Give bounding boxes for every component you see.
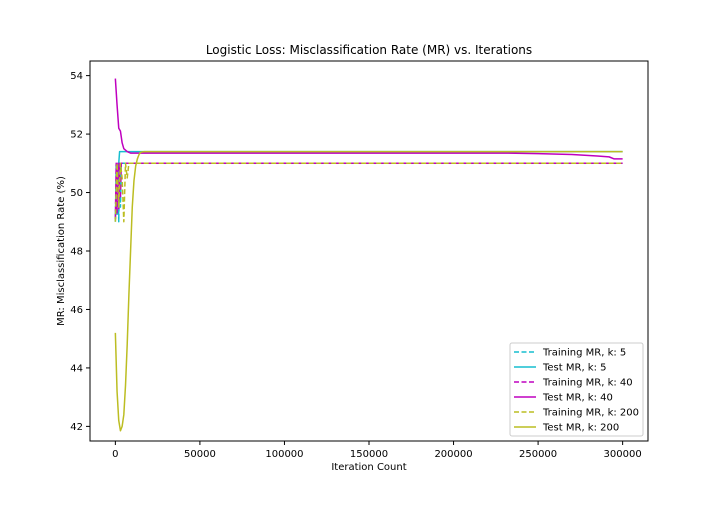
legend-box (509, 342, 644, 437)
y-tick-label: 42 (70, 422, 83, 433)
y-tick-label: 52 (70, 130, 83, 141)
x-tick-label: 300000 (604, 449, 642, 460)
legend-label: Test MR, k: 40 (542, 393, 613, 404)
x-tick-label: 50000 (184, 449, 216, 460)
x-axis-label: Iteration Count (331, 462, 406, 473)
y-tick-label: 46 (70, 305, 83, 316)
y-tick-label: 48 (70, 247, 83, 258)
series-layer (114, 78, 623, 432)
x-tick-label: 200000 (434, 449, 472, 460)
y-tick-label: 44 (70, 363, 83, 374)
legend-label: Test MR, k: 5 (542, 363, 607, 374)
chart-title: Logistic Loss: Misclassification Rate (M… (206, 43, 532, 57)
x-tick-label: 250000 (519, 449, 557, 460)
legend-label: Test MR, k: 200 (542, 423, 619, 434)
y-tick-label: 50 (70, 188, 83, 199)
x-axis: 0 50000 100000 150000 200000 250000 300000 (112, 441, 642, 460)
y-axis: 42 44 46 48 50 52 54 (70, 71, 90, 433)
legend: Training MR, k: 5 Test MR, k: 5 Training M… (509, 342, 644, 437)
x-tick-label: 100000 (265, 449, 303, 460)
series-line-4 (114, 162, 623, 223)
y-tick-label: 54 (70, 71, 83, 82)
legend-label: Training MR, k: 200 (542, 408, 639, 419)
legend-label: Training MR, k: 5 (542, 348, 626, 359)
legend-label: Training MR, k: 40 (542, 378, 633, 389)
x-tick-label: 150000 (350, 449, 388, 460)
x-tick-label: 0 (112, 449, 118, 460)
series-line-5 (114, 150, 623, 432)
series-line-3 (114, 78, 623, 160)
y-axis-label: MR: Misclassification Rate (%) (56, 176, 67, 326)
